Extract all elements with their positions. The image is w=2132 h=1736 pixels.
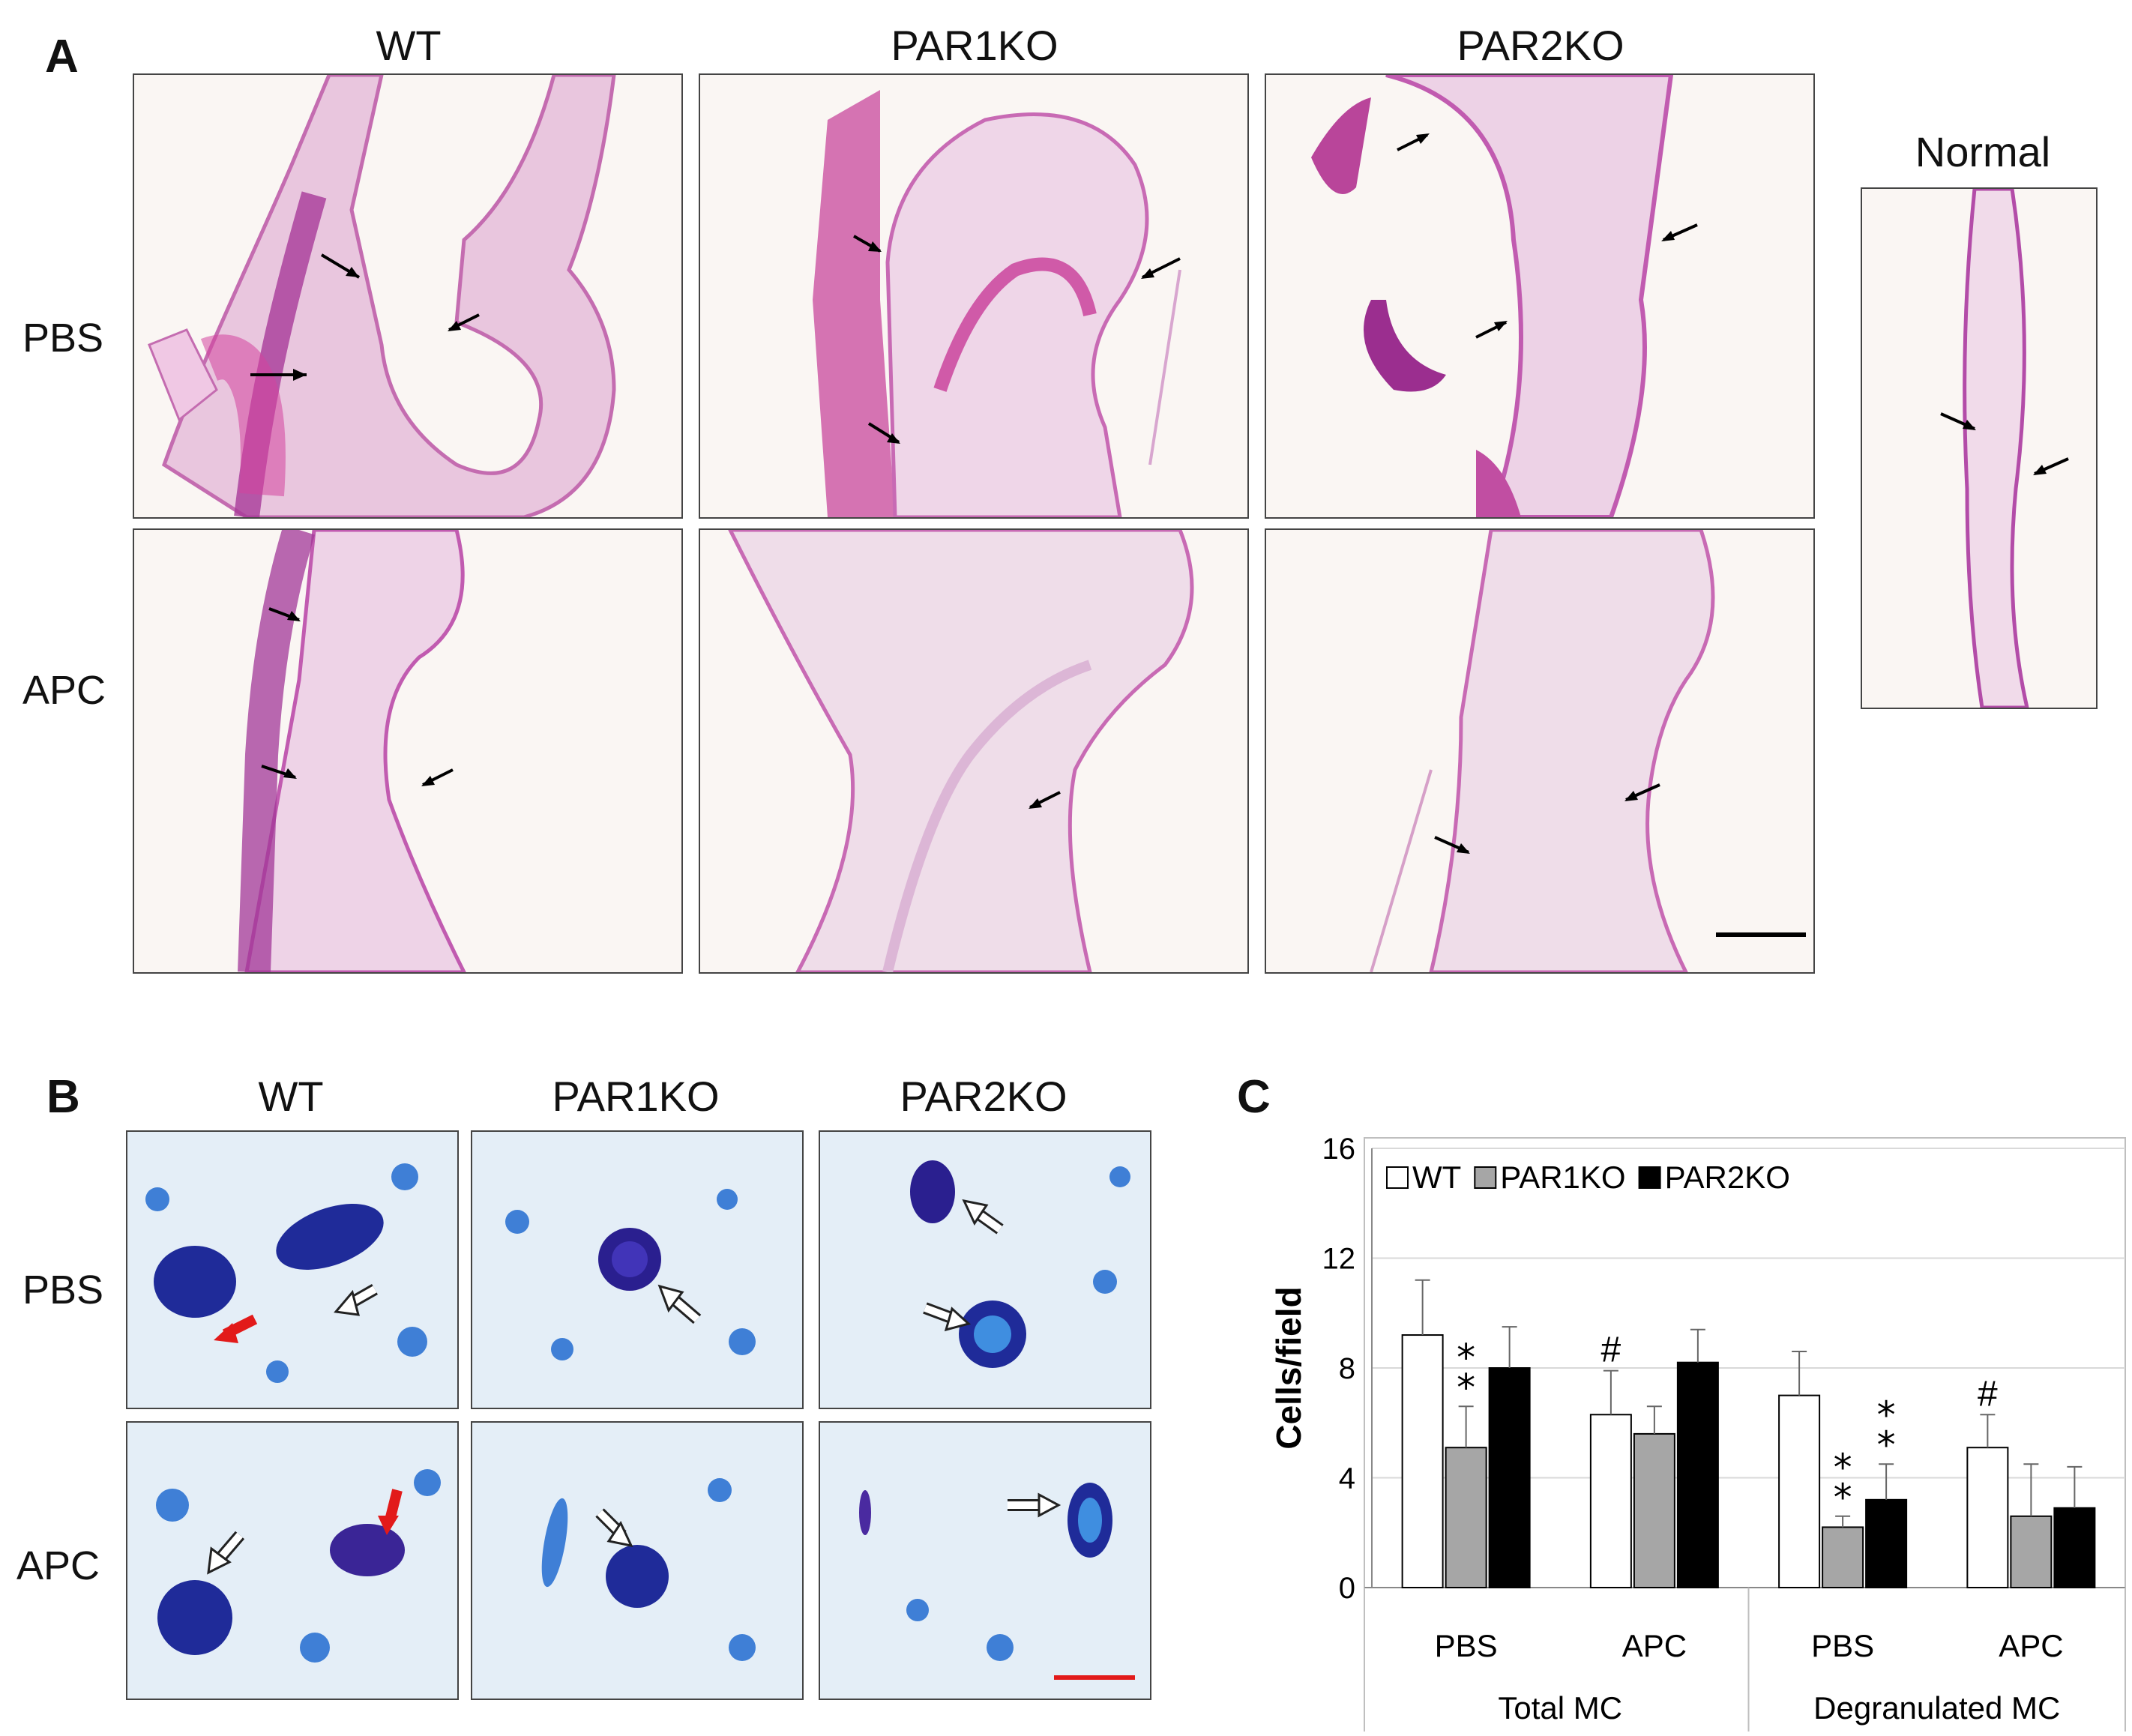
bar-par2ko bbox=[1488, 1367, 1531, 1588]
micrograph-b-par2ko-apc bbox=[819, 1421, 1151, 1700]
significance-mark: # bbox=[1978, 1374, 1998, 1414]
bar-wt bbox=[1966, 1447, 2009, 1588]
panel-a-col-par1ko: PAR1KO bbox=[891, 22, 1059, 69]
y-tick-label: 4 bbox=[1339, 1462, 1355, 1495]
x-tick-label: APC bbox=[1622, 1628, 1687, 1663]
significance-mark: * bbox=[1877, 1393, 1896, 1437]
significance-mark: * bbox=[1457, 1366, 1475, 1409]
panel-a-col-wt: WT bbox=[376, 22, 442, 69]
micrograph-a-normal bbox=[1861, 187, 2098, 709]
bar-wt bbox=[1589, 1414, 1632, 1589]
group-label: Degranulated MC bbox=[1813, 1690, 2060, 1726]
legend-swatch-par1ko bbox=[1474, 1166, 1497, 1189]
panel-b-row-apc: APC bbox=[16, 1543, 100, 1588]
micrograph-a-par2ko-pbs bbox=[1265, 73, 1815, 519]
panel-a-col-par2ko: PAR2KO bbox=[1457, 22, 1624, 69]
x-tick-label: PBS bbox=[1435, 1628, 1498, 1663]
micrograph-b-wt-apc bbox=[126, 1421, 459, 1700]
micrograph-b-par2ko-pbs bbox=[819, 1130, 1151, 1409]
significance-mark: * bbox=[1834, 1476, 1852, 1519]
legend-label-wt: WT bbox=[1412, 1160, 1461, 1195]
micrograph-a-par2ko-apc bbox=[1265, 528, 1815, 974]
y-axis-label: Cells/field bbox=[1269, 1286, 1308, 1449]
micrograph-a-wt-pbs bbox=[133, 73, 683, 519]
legend-label-par1ko: PAR1KO bbox=[1500, 1160, 1625, 1195]
bar-par1ko bbox=[1822, 1526, 1864, 1588]
x-tick-label: APC bbox=[1999, 1628, 2063, 1663]
micrograph-a-par1ko-pbs bbox=[699, 73, 1249, 519]
micrograph-a-wt-apc bbox=[133, 528, 683, 974]
significance-mark: * bbox=[1877, 1423, 1896, 1467]
significance-mark: # bbox=[1601, 1330, 1621, 1370]
y-tick-label: 12 bbox=[1322, 1243, 1356, 1276]
bar-par1ko bbox=[2010, 1515, 2053, 1589]
panel-c-letter: C bbox=[1237, 1071, 1271, 1123]
bar-par2ko bbox=[1865, 1498, 1908, 1588]
bar-par2ko bbox=[2053, 1507, 2096, 1588]
group-label: Total MC bbox=[1498, 1690, 1622, 1726]
panel-b-col-par2ko: PAR2KO bbox=[900, 1073, 1067, 1120]
significance-mark: * bbox=[1834, 1446, 1852, 1489]
y-tick-label: 16 bbox=[1322, 1133, 1356, 1166]
legend-swatch-wt bbox=[1386, 1166, 1409, 1189]
bar-wt bbox=[1401, 1334, 1444, 1588]
y-tick-label: 8 bbox=[1339, 1352, 1355, 1385]
micrograph-b-wt-pbs bbox=[126, 1130, 459, 1409]
panel-a-row-apc: APC bbox=[22, 668, 106, 713]
bar-par2ko bbox=[1676, 1361, 1719, 1588]
bar-par1ko bbox=[1633, 1432, 1675, 1588]
legend-label-par2ko: PAR2KO bbox=[1665, 1160, 1790, 1195]
x-tick-label: PBS bbox=[1811, 1628, 1874, 1663]
panel-a-letter: A bbox=[45, 31, 79, 82]
significance-mark: * bbox=[1457, 1336, 1475, 1379]
bar-par1ko bbox=[1445, 1447, 1487, 1588]
micrograph-a-par1ko-apc bbox=[699, 528, 1249, 974]
panel-a-normal-label: Normal bbox=[1915, 128, 2051, 175]
panel-a-row-pbs: PBS bbox=[22, 316, 104, 361]
y-tick-label: 0 bbox=[1339, 1572, 1355, 1605]
panel-b-letter: B bbox=[46, 1071, 80, 1123]
panel-b-col-wt: WT bbox=[258, 1073, 324, 1120]
bar-chart: 0 4 8 12 16 Cells/field * * # * * * * # PBS APC PBS APC To… bbox=[1229, 1079, 2129, 1732]
panel-b-col-par1ko: PAR1KO bbox=[552, 1073, 720, 1120]
legend-swatch-par2ko bbox=[1638, 1166, 1661, 1189]
micrograph-b-par1ko-apc bbox=[471, 1421, 804, 1700]
bar-wt bbox=[1778, 1394, 1821, 1588]
panel-b-row-pbs: PBS bbox=[22, 1268, 104, 1312]
micrograph-b-par1ko-pbs bbox=[471, 1130, 804, 1409]
